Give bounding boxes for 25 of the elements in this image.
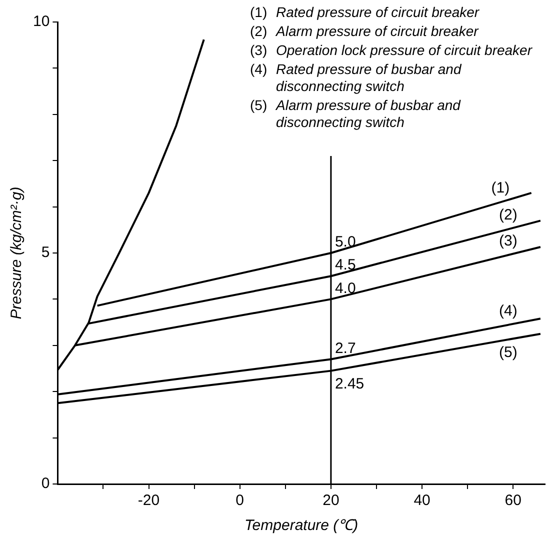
x-tick-label: 40 — [414, 492, 430, 510]
y-tick-label: 10 — [32, 13, 50, 30]
annotation: (5) Alarm pressure of busbar and disconnecting switch — [250, 96, 462, 130]
x-tick-label: 60 — [504, 492, 522, 510]
x-tick-label: 20 — [322, 492, 340, 510]
series-label: (3) — [499, 232, 518, 250]
series-label: (5) — [499, 344, 518, 362]
data-label: 4.5 — [334, 256, 356, 274]
series-label: (4) — [499, 302, 518, 320]
data-label: 4.0 — [334, 280, 356, 297]
x-tick-label: -20 — [138, 492, 160, 510]
x-tick-label: 0 — [236, 492, 244, 510]
series-label: (2) — [499, 206, 518, 224]
x-axis-title: Temperature (℃) — [244, 517, 358, 534]
data-label: 5.0 — [334, 234, 356, 251]
y-axis-title: Pressure (kg/cm²·g) — [8, 186, 26, 320]
annotation: (4) Rated pressure of busbar and disconnecting switch — [250, 60, 462, 94]
data-label: 2.45 — [334, 375, 364, 392]
y-tick-label: 0 — [41, 475, 50, 492]
data-label: 2.7 — [334, 340, 356, 357]
annotation: (3) Operation lock pressure of circuit breaker — [250, 42, 534, 58]
series-label: (1) — [491, 180, 510, 197]
y-tick-label: 5 — [41, 244, 50, 262]
annotation: (2) Alarm pressure of circuit breaker — [250, 22, 480, 39]
text: (1) Rated pressure of circuit breaker — [250, 4, 480, 20]
